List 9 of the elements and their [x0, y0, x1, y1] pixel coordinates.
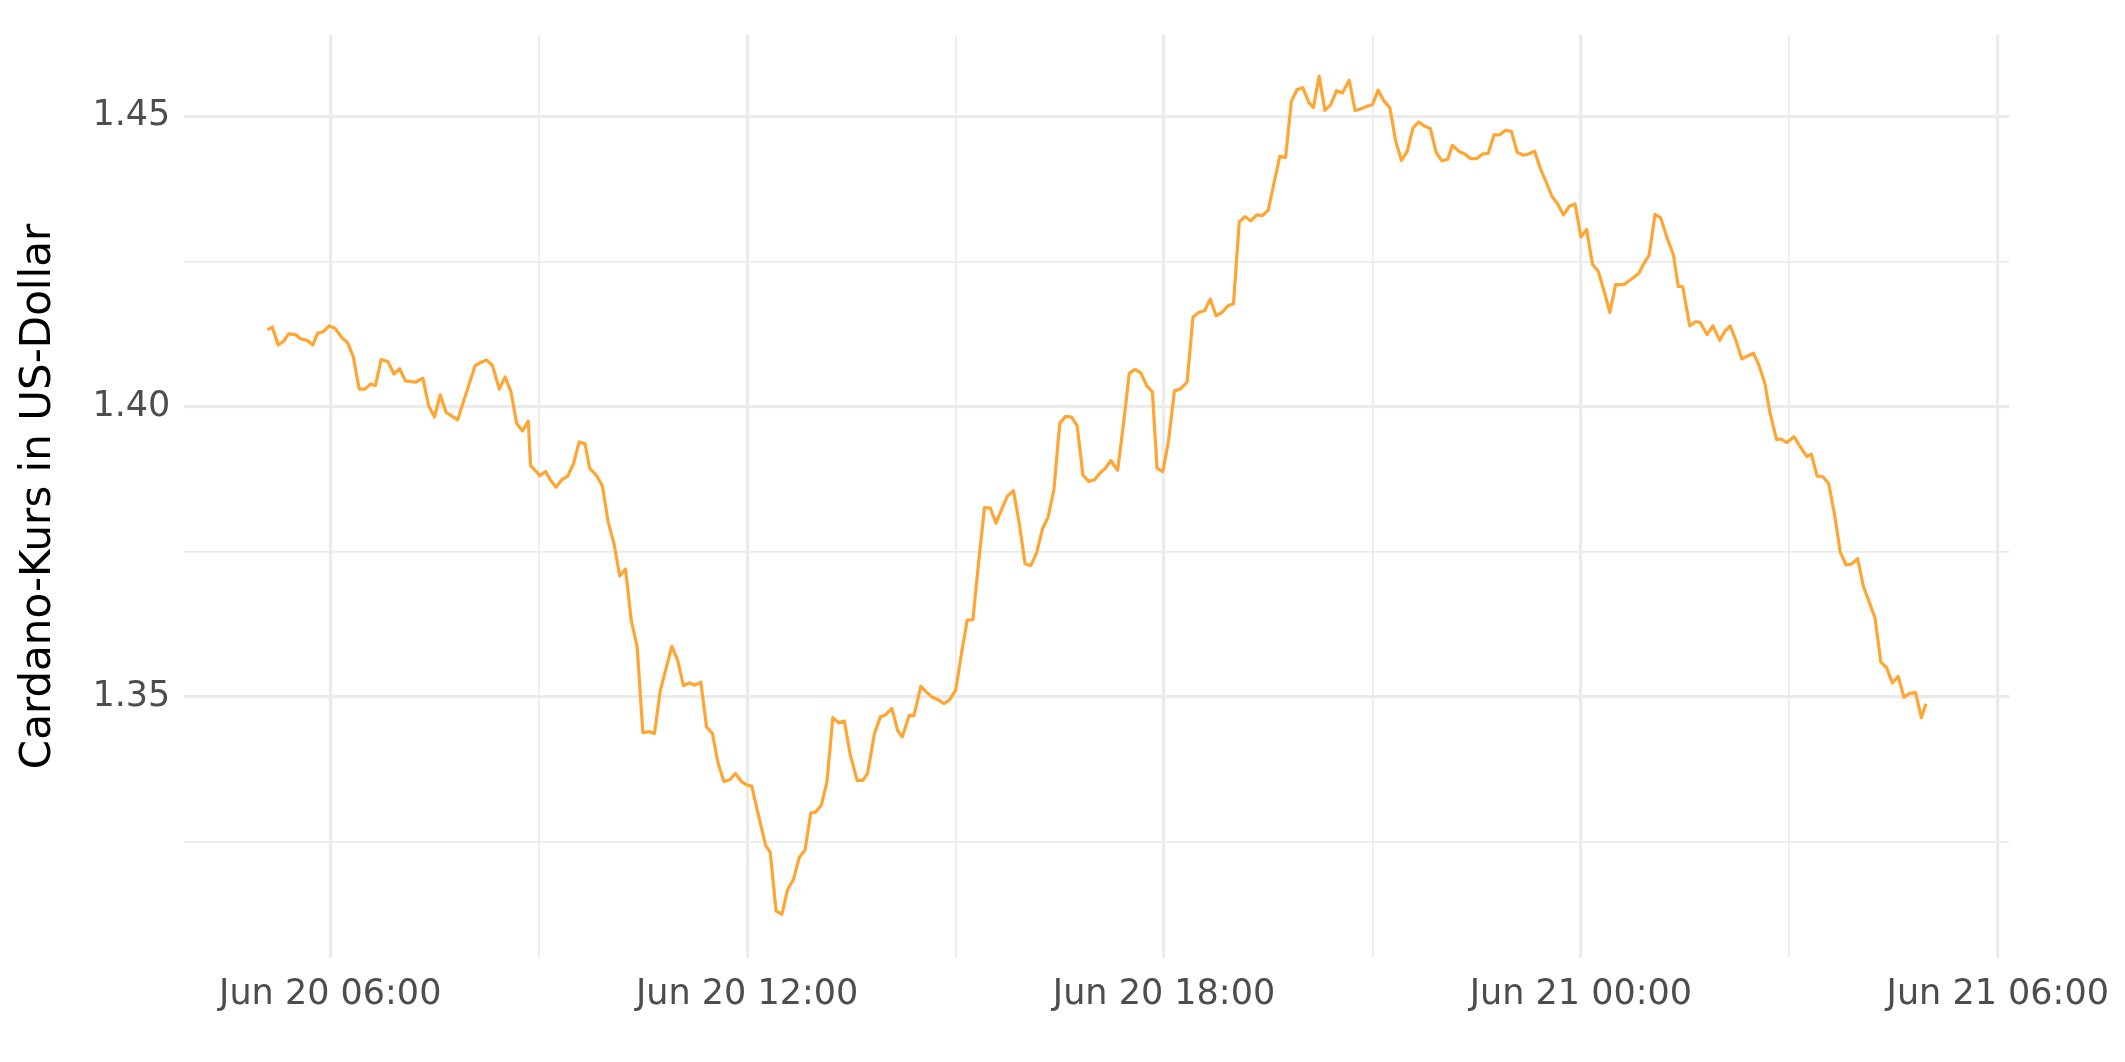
y-axis-title: Cardano-Kurs in US-Dollar: [11, 223, 61, 770]
x-tick-label: Jun 21 00:00: [1467, 972, 1693, 1013]
y-tick-label: 1.40: [92, 383, 171, 424]
x-tick-label: Jun 20 12:00: [633, 972, 859, 1013]
x-tick-label: Jun 21 06:00: [1884, 972, 2109, 1013]
y-tick-label: 1.45: [92, 93, 171, 134]
x-tick-label: Jun 20 06:00: [217, 972, 442, 1013]
x-tick-label: Jun 20 18:00: [1050, 972, 1276, 1013]
y-tick-label: 1.35: [92, 673, 171, 714]
